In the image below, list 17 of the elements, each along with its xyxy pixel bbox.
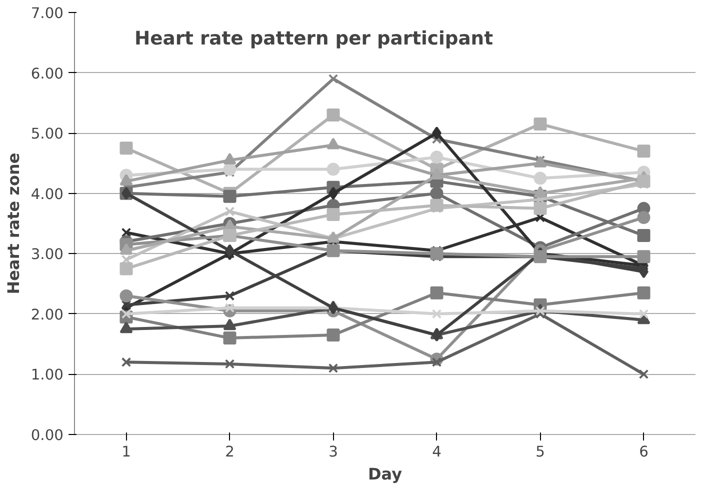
x-tick-label: 4 [432,444,442,460]
y-tick-label: 2.00 [30,306,64,324]
y-tick-label: 7.00 [30,5,64,22]
x-axis-title: Day [368,464,403,484]
text: Heart rate pattern per participant [134,28,494,50]
y-tick-label: 5.00 [30,126,64,143]
x-tick-label: 3 [328,444,338,460]
y-tick-label: 1.00 [30,366,64,384]
y-tick-label: 0.00 [30,427,64,444]
x-tick-label: 2 [225,444,234,460]
y-tick-label: 4.00 [30,186,64,203]
y-tick-label: 3.00 [30,246,64,264]
x-tick-label: 1 [122,444,131,460]
y-tick-label: 6.00 [30,65,64,82]
y-axis-title: Heart rate zone [4,152,23,294]
x-tick-label: 5 [536,444,545,460]
x-tick-label: 6 [639,444,648,460]
